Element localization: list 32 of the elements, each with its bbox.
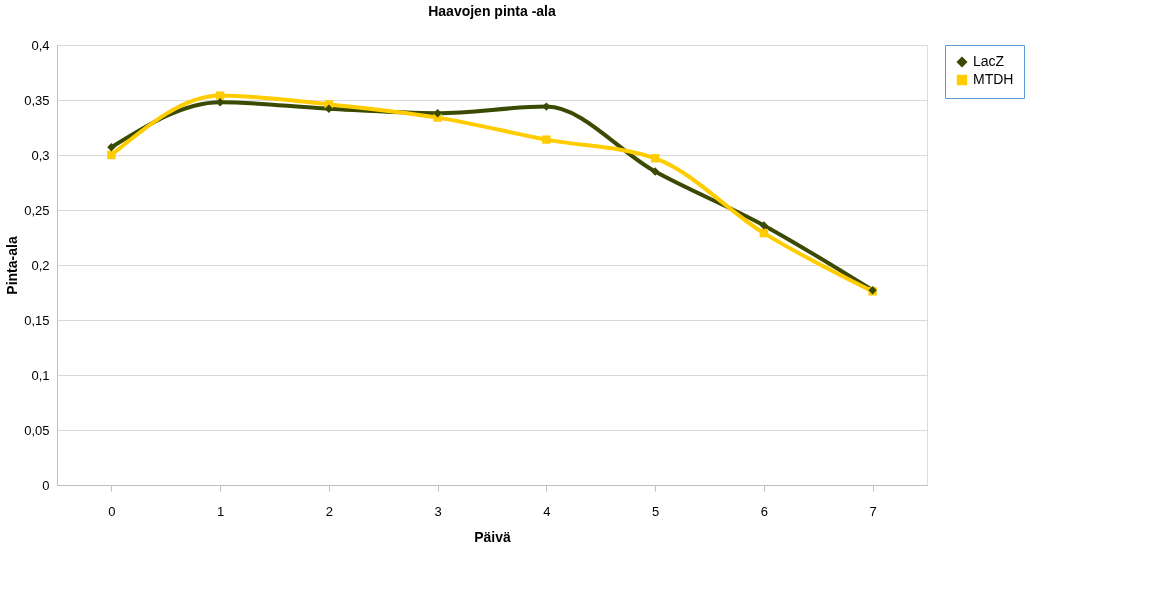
point (650, 167, 660, 176)
x-tick-label: 6 (760, 503, 768, 519)
legend-label: LacZ (973, 53, 1005, 69)
y-tick-label: 0,15 (24, 312, 50, 328)
y-tick-label: 0,4 (31, 37, 50, 53)
y-tick-label: 0 (42, 477, 50, 493)
point (215, 91, 225, 100)
x-tick-label: 5 (652, 503, 660, 519)
point (650, 154, 660, 163)
point (433, 109, 442, 118)
x-tick-label: 2 (325, 503, 333, 519)
x-tick-label: 3 (434, 503, 442, 519)
x-tick-label: 1 (217, 503, 225, 519)
point (107, 150, 116, 160)
y-tick-label: 0,1 (31, 367, 50, 383)
point (759, 228, 769, 238)
x-tick-label: 0 (108, 503, 116, 519)
y-axis-title: Pinta-ala (4, 236, 21, 295)
x-axis-title: Päivä (474, 528, 511, 545)
point (759, 221, 769, 230)
y-tick-label: 0,35 (24, 92, 50, 108)
chart-title: Haavojen pinta -ala (428, 3, 557, 19)
x-tick-label: 4 (543, 503, 551, 519)
point (324, 104, 334, 113)
y-tick-label: 0,05 (24, 422, 50, 438)
x-tick-label: 7 (869, 503, 877, 519)
y-tick-label: 0,25 (24, 202, 50, 218)
y-tick-label: 0,2 (31, 257, 50, 273)
point (542, 135, 551, 144)
y-tick-label: 0,3 (31, 147, 50, 163)
point (107, 143, 116, 152)
legend-label: MTDH (973, 71, 1014, 87)
